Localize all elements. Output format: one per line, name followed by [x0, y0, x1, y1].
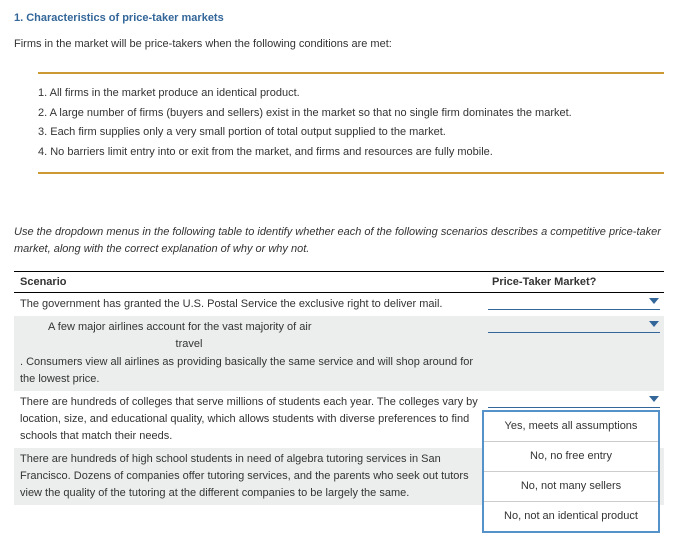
menu-option[interactable]: No, not many sellers	[484, 472, 658, 502]
section-heading: 1. Characteristics of price-taker market…	[14, 12, 664, 24]
condition-4: 4. No barriers limit entry into or exit …	[38, 143, 664, 163]
scenario-text: The government has granted the U.S. Post…	[14, 293, 484, 317]
scenario-text: A few major airlines account for the vas…	[14, 316, 484, 390]
condition-3: 3. Each firm supplies only a very small …	[38, 123, 664, 143]
answer-dropdown[interactable]	[488, 394, 660, 408]
menu-option[interactable]: No, not an identical product	[484, 502, 658, 531]
rule-bottom	[38, 172, 664, 174]
rule-top	[38, 72, 664, 74]
col-header-scenario: Scenario	[14, 272, 484, 293]
dropdown-menu: Yes, meets all assumptions No, no free e…	[482, 410, 660, 533]
scenario-table: Scenario Price-Taker Market? The governm…	[14, 271, 664, 505]
intro-text: Firms in the market will be price-takers…	[14, 38, 664, 50]
scenario-text: There are hundreds of colleges that serv…	[14, 391, 484, 448]
answer-dropdown[interactable]	[488, 319, 660, 333]
table-row: There are hundreds of colleges that serv…	[14, 391, 664, 448]
condition-1: 1. All firms in the market produce an id…	[38, 84, 664, 104]
menu-option[interactable]: No, no free entry	[484, 442, 658, 472]
scenario-text: There are hundreds of high school studen…	[14, 448, 484, 505]
condition-2: 2. A large number of firms (buyers and s…	[38, 104, 664, 124]
instruction-prompt: Use the dropdown menus in the following …	[14, 224, 664, 257]
conditions-block: 1. All firms in the market produce an id…	[38, 72, 664, 174]
table-row: The government has granted the U.S. Post…	[14, 293, 664, 317]
table-row: A few major airlines account for the vas…	[14, 316, 664, 390]
menu-option[interactable]: Yes, meets all assumptions	[484, 412, 658, 442]
chevron-down-icon	[649, 396, 659, 402]
col-header-answer: Price-Taker Market?	[484, 272, 664, 293]
chevron-down-icon	[649, 321, 659, 327]
answer-dropdown[interactable]	[488, 296, 660, 310]
chevron-down-icon	[649, 298, 659, 304]
